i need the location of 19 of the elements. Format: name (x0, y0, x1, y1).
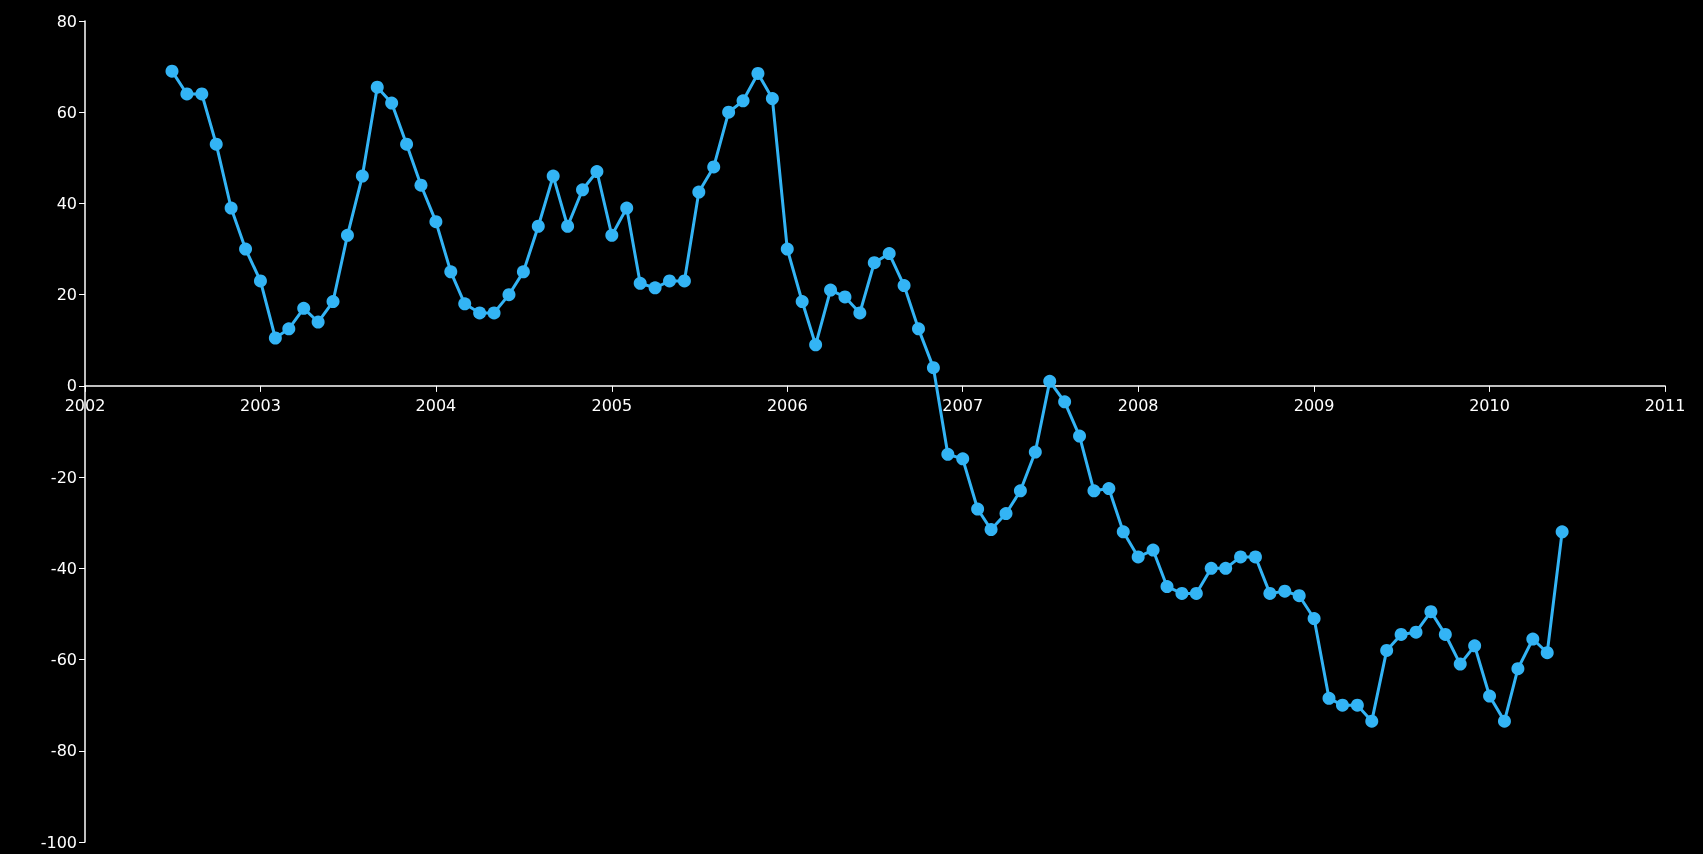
y-tick-label: -100 (40, 832, 77, 852)
x-tick-label: 2005 (591, 396, 633, 416)
x-tick-label: 2006 (766, 396, 808, 416)
y-tick-label: -60 (50, 650, 77, 670)
x-tick-label: 2004 (415, 396, 457, 416)
x-tick-label: 2007 (942, 396, 984, 416)
y-tick-label: -80 (50, 741, 77, 761)
x-tick-label: 2010 (1469, 396, 1510, 416)
x-tick-label: 2011 (1644, 396, 1686, 416)
x-tick-label: 2009 (1293, 396, 1335, 416)
y-tick-label: -40 (50, 558, 77, 578)
y-tick-label: -20 (50, 467, 77, 487)
x-tick-label: 2008 (1117, 396, 1159, 416)
y-tick-label: 80 (56, 11, 77, 31)
y-tick-label: 0 (66, 376, 77, 396)
x-tick-label: 2003 (240, 396, 281, 416)
y-tick-label: 20 (56, 285, 77, 305)
y-tick-label: 60 (56, 102, 77, 122)
y-tick-label: 40 (56, 193, 77, 213)
